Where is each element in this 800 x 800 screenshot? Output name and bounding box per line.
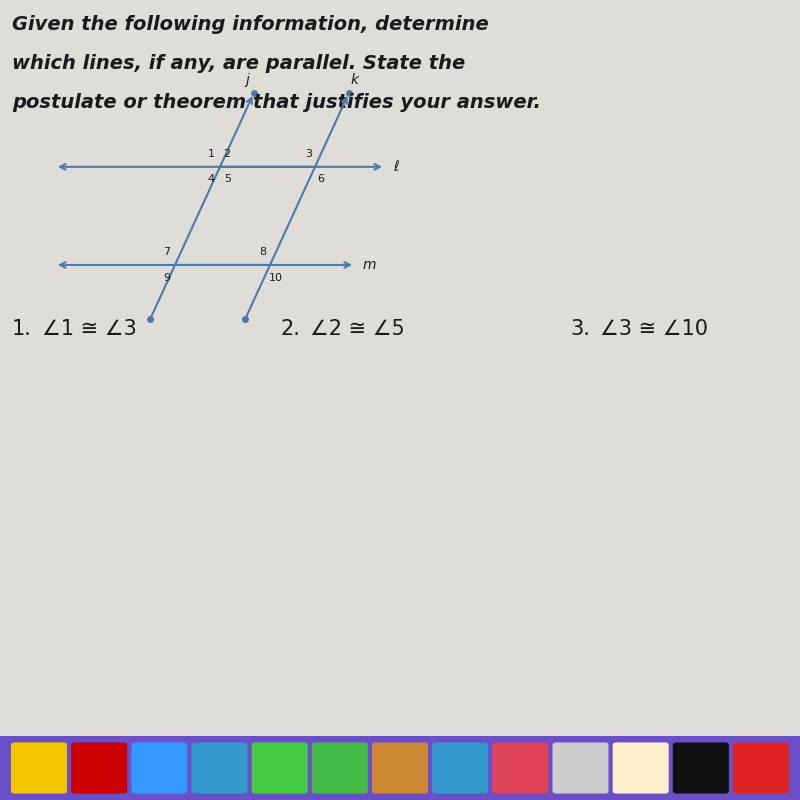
Text: ∠1 ≅ ∠3: ∠1 ≅ ∠3 [42, 319, 137, 339]
Text: j: j [246, 74, 250, 87]
FancyBboxPatch shape [432, 742, 488, 794]
Text: 6: 6 [317, 174, 324, 184]
FancyBboxPatch shape [71, 742, 127, 794]
FancyBboxPatch shape [673, 742, 729, 794]
Text: which lines, if any, are parallel. State the: which lines, if any, are parallel. State… [12, 54, 466, 73]
Text: 5: 5 [224, 174, 231, 184]
FancyBboxPatch shape [11, 742, 67, 794]
Text: 7: 7 [163, 247, 170, 258]
Text: 2.: 2. [280, 319, 300, 339]
Text: 8: 8 [259, 247, 266, 258]
FancyBboxPatch shape [131, 742, 187, 794]
Text: m: m [363, 258, 377, 272]
Text: Given the following information, determine: Given the following information, determi… [12, 14, 489, 34]
FancyBboxPatch shape [492, 742, 548, 794]
Text: ℓ: ℓ [393, 160, 398, 174]
FancyBboxPatch shape [312, 742, 368, 794]
FancyBboxPatch shape [733, 742, 789, 794]
FancyBboxPatch shape [613, 742, 669, 794]
Text: 1: 1 [207, 150, 214, 159]
Text: 1.: 1. [12, 319, 32, 339]
Text: 3: 3 [305, 150, 312, 159]
FancyBboxPatch shape [553, 742, 609, 794]
Text: 2: 2 [223, 150, 230, 159]
Text: k: k [350, 74, 358, 87]
FancyBboxPatch shape [372, 742, 428, 794]
Text: 10: 10 [269, 273, 283, 282]
Text: ∠2 ≅ ∠5: ∠2 ≅ ∠5 [310, 319, 405, 339]
FancyBboxPatch shape [252, 742, 308, 794]
Text: postulate or theorem that justifies your answer.: postulate or theorem that justifies your… [12, 94, 541, 112]
Text: 4: 4 [207, 174, 214, 184]
Text: ∠3 ≅ ∠10: ∠3 ≅ ∠10 [600, 319, 708, 339]
Text: 3.: 3. [570, 319, 590, 339]
Text: 9: 9 [163, 273, 170, 282]
FancyBboxPatch shape [191, 742, 247, 794]
